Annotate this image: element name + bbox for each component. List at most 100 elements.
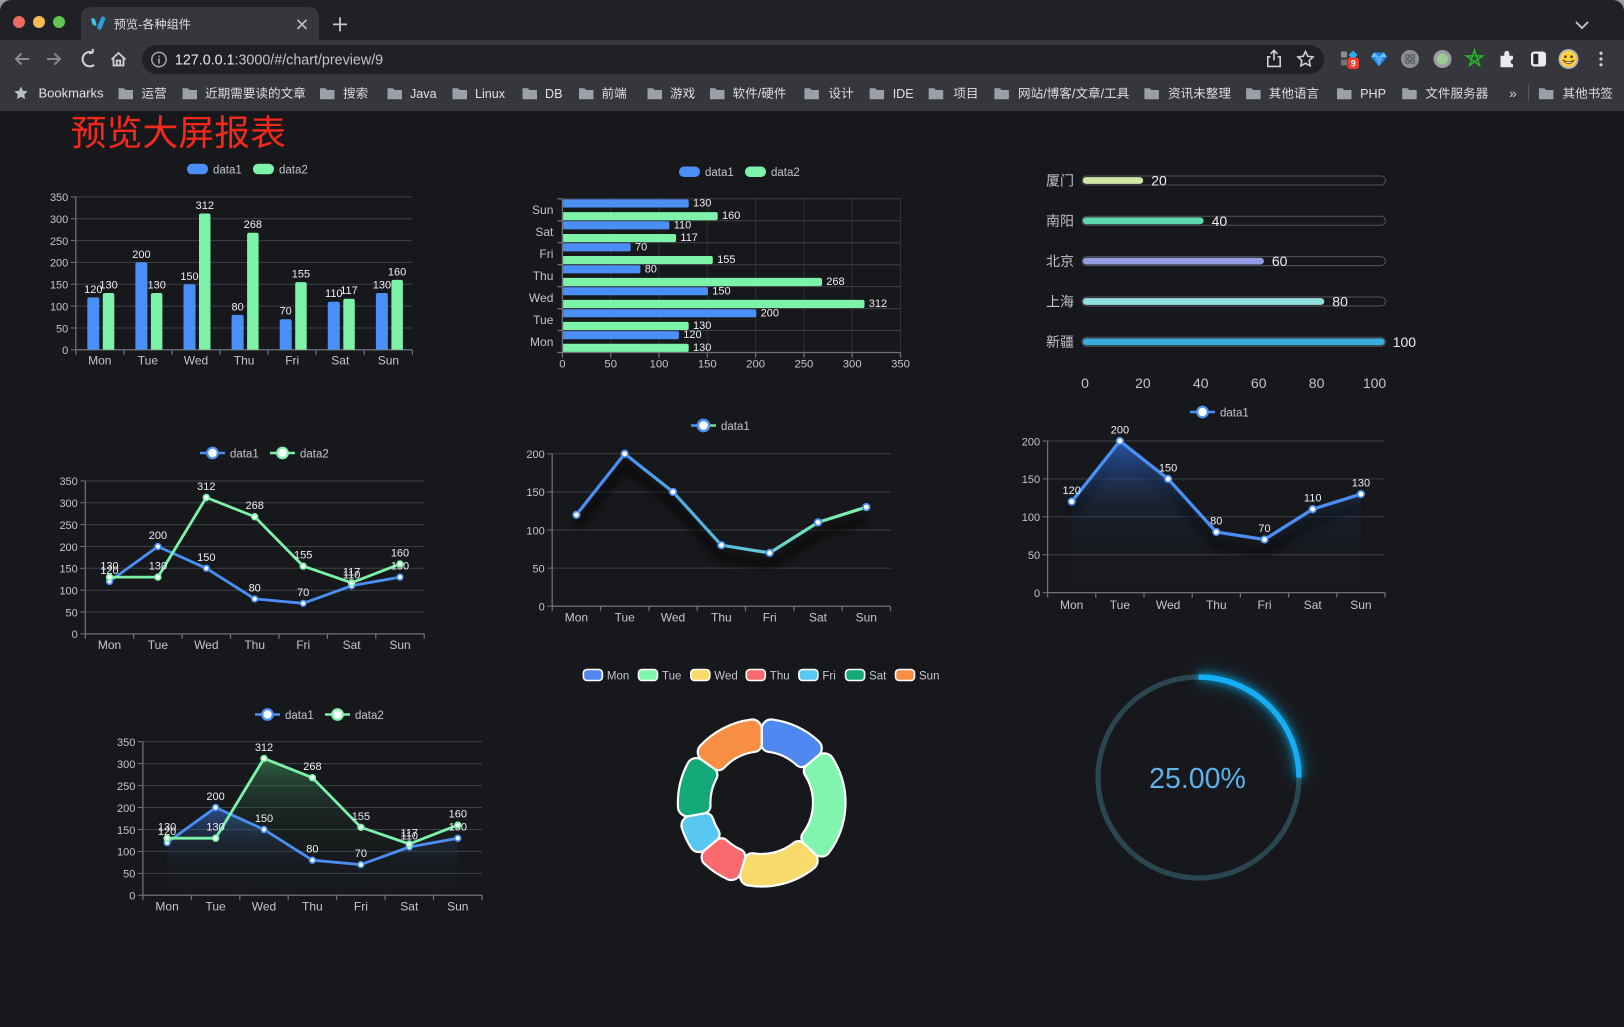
- svg-text:Linux: Linux: [475, 87, 506, 101]
- svg-text:Sat: Sat: [343, 638, 362, 652]
- svg-text:0: 0: [129, 891, 135, 903]
- svg-text:110: 110: [325, 288, 343, 300]
- svg-text:110: 110: [401, 831, 419, 843]
- svg-text:Sat: Sat: [1304, 598, 1323, 612]
- svg-text:60: 60: [1272, 253, 1288, 269]
- svg-text:150: 150: [255, 813, 273, 825]
- svg-text:130: 130: [148, 280, 166, 292]
- svg-text:70: 70: [297, 587, 309, 599]
- svg-text:300: 300: [59, 498, 77, 510]
- svg-text:0: 0: [539, 602, 545, 614]
- svg-text:120: 120: [683, 329, 701, 341]
- svg-text:60: 60: [1251, 375, 1267, 391]
- svg-text:data1: data1: [705, 167, 734, 179]
- svg-text:PHP: PHP: [1360, 87, 1386, 101]
- svg-text:130: 130: [693, 342, 711, 354]
- svg-text:Mon: Mon: [88, 354, 111, 368]
- svg-text:150: 150: [1159, 462, 1177, 474]
- svg-text:100: 100: [50, 301, 68, 313]
- svg-text:250: 250: [794, 358, 813, 370]
- svg-text:268: 268: [244, 219, 262, 231]
- svg-text:»: »: [1509, 85, 1517, 101]
- svg-text:200: 200: [149, 530, 167, 542]
- svg-text:120: 120: [84, 284, 102, 296]
- svg-text:0: 0: [1034, 588, 1040, 600]
- svg-text:200: 200: [1111, 425, 1129, 437]
- svg-text:Wed: Wed: [661, 611, 685, 625]
- svg-text:Wed: Wed: [252, 900, 276, 914]
- svg-text:Fri: Fri: [822, 670, 835, 682]
- svg-text:Fri: Fri: [296, 638, 310, 652]
- svg-text:200: 200: [117, 803, 135, 815]
- svg-text:268: 268: [246, 500, 264, 512]
- svg-text:100: 100: [526, 525, 544, 537]
- svg-text:Tue: Tue: [205, 900, 226, 914]
- svg-text:120: 120: [100, 565, 118, 577]
- svg-text:data1: data1: [213, 164, 242, 176]
- svg-text:40: 40: [1193, 375, 1209, 391]
- svg-text:200: 200: [132, 249, 150, 261]
- svg-text:80: 80: [1309, 375, 1325, 391]
- svg-text:200: 200: [206, 791, 224, 803]
- svg-text:70: 70: [280, 306, 292, 318]
- svg-text:data1: data1: [1220, 407, 1249, 419]
- svg-text:100: 100: [59, 586, 77, 598]
- svg-text:130: 130: [373, 280, 391, 292]
- svg-text:IDE: IDE: [893, 87, 914, 101]
- svg-text:DB: DB: [545, 87, 563, 101]
- svg-text:100: 100: [117, 847, 135, 859]
- svg-text:Thu: Thu: [711, 611, 732, 625]
- svg-text:Mon: Mon: [1060, 598, 1083, 612]
- svg-text:Sun: Sun: [856, 611, 877, 625]
- svg-text:Wed: Wed: [714, 670, 737, 682]
- svg-text:Wed: Wed: [1156, 598, 1180, 612]
- svg-text:data2: data2: [355, 710, 384, 722]
- svg-text:117: 117: [340, 285, 358, 297]
- svg-text:150: 150: [50, 280, 68, 292]
- svg-text:130: 130: [100, 561, 118, 573]
- svg-text:Fri: Fri: [285, 354, 299, 368]
- svg-text:150: 150: [59, 564, 77, 576]
- svg-text:80: 80: [1332, 294, 1348, 310]
- svg-text:Sun: Sun: [447, 900, 468, 914]
- svg-text:150: 150: [526, 487, 544, 499]
- svg-text:0: 0: [72, 629, 78, 641]
- svg-text:Fri: Fri: [763, 611, 777, 625]
- svg-text:160: 160: [388, 266, 406, 278]
- svg-text:20: 20: [1135, 375, 1151, 391]
- svg-text:Tue: Tue: [148, 638, 169, 652]
- svg-text:Tue: Tue: [662, 670, 681, 682]
- svg-text:155: 155: [717, 254, 735, 266]
- svg-text:100: 100: [650, 358, 669, 370]
- svg-text:Wed: Wed: [184, 354, 208, 368]
- svg-text:80: 80: [645, 263, 657, 275]
- svg-text:0: 0: [62, 345, 68, 357]
- svg-text:50: 50: [66, 607, 78, 619]
- svg-text:Thu: Thu: [533, 269, 554, 283]
- svg-text:Sat: Sat: [535, 225, 554, 239]
- svg-text:80: 80: [231, 301, 243, 313]
- svg-text:130: 130: [206, 822, 224, 834]
- svg-text:130: 130: [158, 822, 176, 834]
- svg-text:117: 117: [680, 232, 698, 244]
- svg-text:Sun: Sun: [389, 638, 410, 652]
- svg-text:160: 160: [449, 809, 467, 821]
- svg-text:130: 130: [1352, 478, 1370, 490]
- svg-text:130: 130: [693, 320, 711, 332]
- svg-text:117: 117: [343, 566, 361, 578]
- svg-text:150: 150: [117, 825, 135, 837]
- svg-text:350: 350: [891, 358, 910, 370]
- svg-text:100: 100: [1363, 375, 1387, 391]
- svg-text:9: 9: [1351, 59, 1356, 69]
- svg-text:0: 0: [1081, 375, 1089, 391]
- svg-text::3000/#/chart/preview/9: :3000/#/chart/preview/9: [235, 52, 384, 68]
- svg-text:70: 70: [635, 241, 647, 253]
- svg-text:Mon: Mon: [565, 611, 588, 625]
- svg-text:0: 0: [559, 358, 565, 370]
- svg-text:110: 110: [1304, 493, 1322, 505]
- svg-text:130: 130: [149, 561, 167, 573]
- svg-text:70: 70: [355, 848, 367, 860]
- svg-text:/: /: [1072, 87, 1076, 101]
- svg-text:/: /: [1043, 87, 1047, 101]
- svg-text:50: 50: [604, 358, 617, 370]
